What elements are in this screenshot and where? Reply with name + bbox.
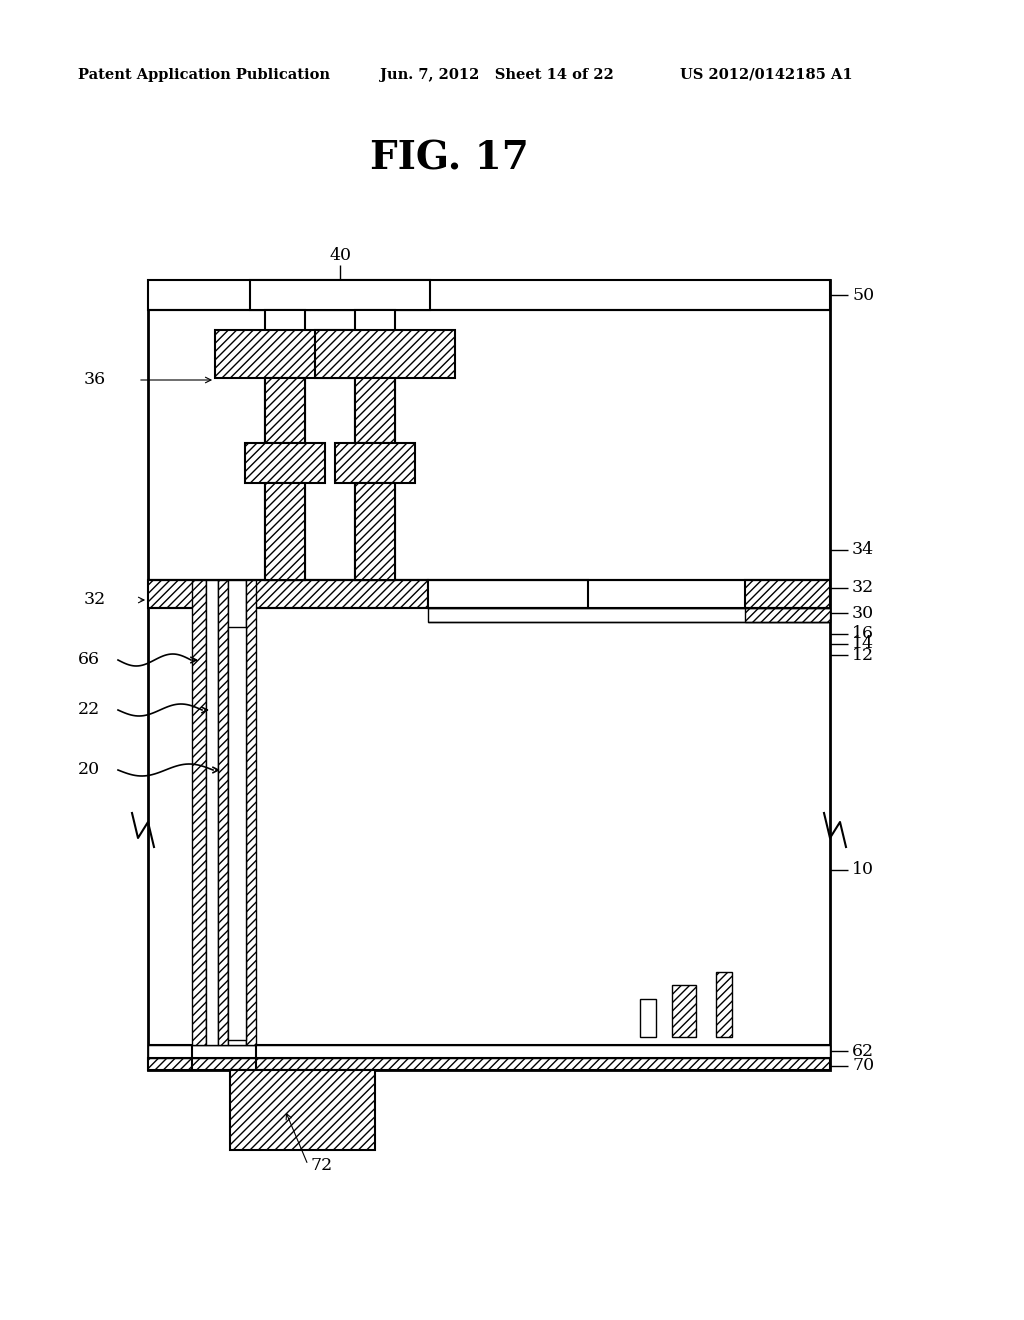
Bar: [428, 579, 588, 609]
Bar: [672, 985, 696, 1038]
Text: 10: 10: [852, 862, 874, 879]
Bar: [265, 378, 305, 444]
Bar: [745, 609, 830, 622]
Bar: [315, 330, 455, 378]
Bar: [148, 280, 830, 310]
Bar: [206, 579, 218, 1045]
Bar: [355, 483, 395, 579]
Bar: [148, 1059, 830, 1071]
Bar: [716, 972, 732, 1038]
Text: 32: 32: [84, 591, 106, 609]
Bar: [215, 330, 355, 378]
Text: 14: 14: [852, 635, 874, 652]
Text: 62: 62: [852, 1043, 874, 1060]
Bar: [228, 627, 246, 1040]
Bar: [355, 378, 395, 444]
Text: 20: 20: [78, 762, 100, 779]
Bar: [265, 483, 305, 579]
Text: 72: 72: [310, 1156, 332, 1173]
Text: 36: 36: [84, 371, 106, 388]
Text: 66: 66: [78, 652, 100, 668]
Bar: [245, 444, 325, 483]
Bar: [218, 579, 228, 1045]
Bar: [428, 609, 828, 622]
Text: 12: 12: [852, 647, 874, 664]
Bar: [640, 999, 656, 1038]
Text: 40: 40: [329, 247, 351, 264]
Text: US 2012/0142185 A1: US 2012/0142185 A1: [680, 69, 853, 82]
Bar: [148, 579, 428, 609]
Text: 34: 34: [852, 541, 874, 558]
Bar: [148, 280, 830, 1071]
Text: Patent Application Publication: Patent Application Publication: [78, 69, 330, 82]
Text: 32: 32: [852, 579, 874, 597]
Bar: [193, 579, 206, 1045]
Text: 50: 50: [852, 286, 874, 304]
Bar: [745, 579, 830, 609]
Text: 30: 30: [852, 605, 874, 622]
Bar: [246, 579, 256, 1045]
Bar: [265, 310, 305, 579]
Bar: [230, 1071, 375, 1150]
Bar: [250, 280, 430, 310]
Bar: [335, 444, 415, 483]
Bar: [355, 310, 395, 579]
Text: 22: 22: [78, 701, 100, 718]
Text: 16: 16: [852, 626, 874, 643]
Text: 70: 70: [852, 1057, 874, 1074]
Text: Jun. 7, 2012   Sheet 14 of 22: Jun. 7, 2012 Sheet 14 of 22: [380, 69, 613, 82]
Bar: [148, 1045, 830, 1059]
Text: FIG. 17: FIG. 17: [370, 140, 528, 178]
Bar: [228, 579, 246, 1045]
